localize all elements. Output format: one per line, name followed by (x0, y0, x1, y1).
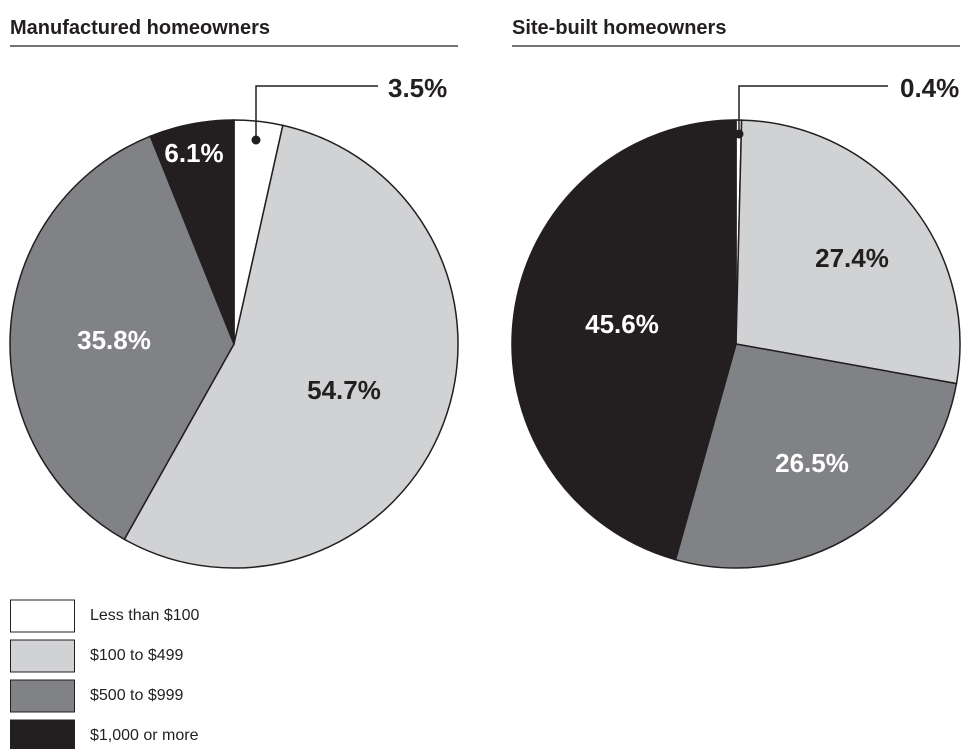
legend-swatch (10, 639, 75, 673)
legend-label: $100 to $499 (90, 647, 184, 664)
legend-label: $500 to $999 (90, 687, 184, 704)
leader-dot (734, 129, 744, 139)
legend-label: $1,000 or more (90, 727, 199, 744)
value-label: 27.4% (815, 243, 889, 273)
leader-line (738, 85, 888, 134)
value-label: 54.7% (307, 375, 381, 405)
pie-slice (149, 119, 235, 345)
chart-title: Manufactured homeowners (10, 17, 270, 39)
legend-swatch (10, 599, 75, 633)
legend-label: Less than $100 (90, 607, 200, 624)
legend-swatch (10, 719, 75, 749)
value-label: 35.8% (77, 325, 151, 355)
value-label: 0.4% (900, 73, 959, 103)
legend-swatch (10, 679, 75, 713)
leader-dot (251, 135, 261, 145)
value-label: 6.1% (164, 138, 223, 168)
chart-title: Site-built homeowners (512, 17, 726, 39)
value-label: 26.5% (775, 448, 849, 478)
leader-line (255, 85, 378, 140)
value-label: 3.5% (388, 73, 447, 103)
pie-slice (511, 119, 737, 561)
pie-slice (123, 124, 459, 569)
value-label: 45.6% (585, 309, 659, 339)
pie-slice (9, 135, 235, 541)
pie-slice (674, 343, 958, 569)
pie-slice (735, 119, 961, 385)
